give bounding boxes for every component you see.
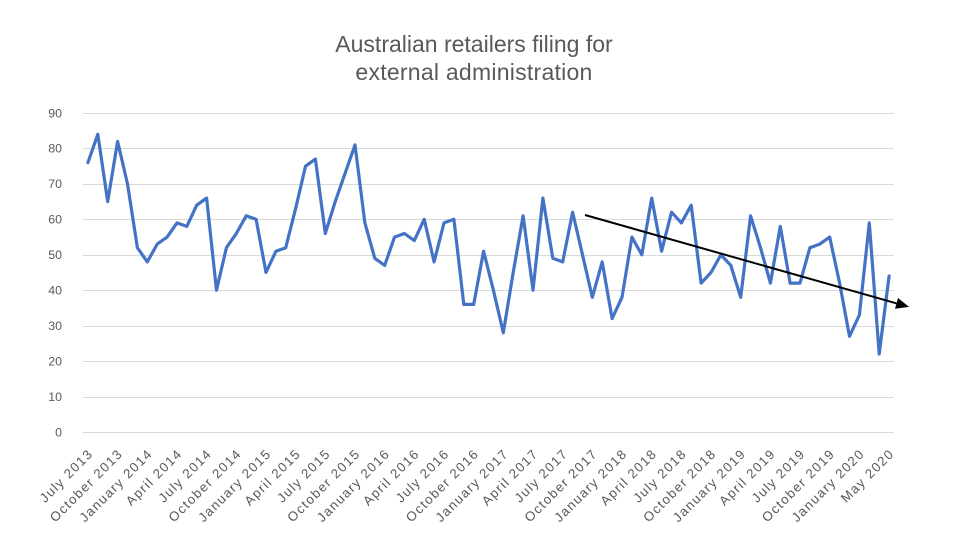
svg-text:50: 50	[48, 248, 62, 262]
svg-text:40: 40	[48, 284, 62, 298]
svg-text:70: 70	[48, 177, 62, 191]
svg-text:20: 20	[48, 354, 62, 368]
svg-text:0: 0	[55, 425, 62, 439]
svg-text:external administration: external administration	[355, 59, 592, 85]
svg-text:Australian retailers filing fo: Australian retailers filing for	[335, 31, 613, 57]
svg-text:60: 60	[48, 213, 62, 227]
svg-text:10: 10	[48, 390, 62, 404]
svg-text:90: 90	[48, 106, 62, 120]
svg-text:80: 80	[48, 142, 62, 156]
svg-text:30: 30	[48, 319, 62, 333]
